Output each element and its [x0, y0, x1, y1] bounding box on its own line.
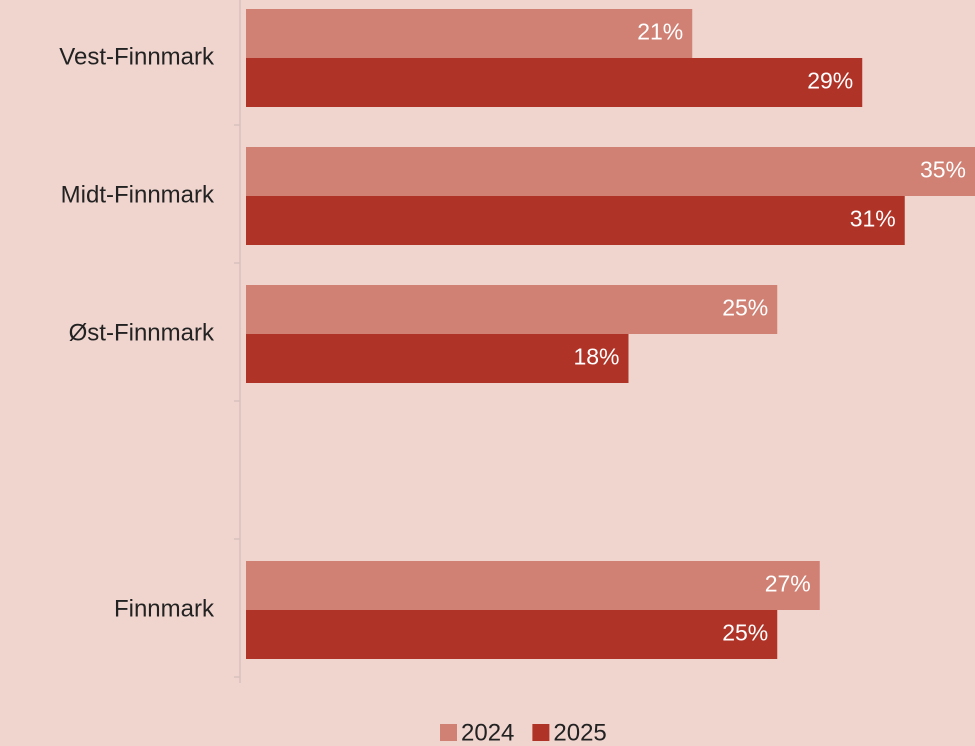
- value-label: 29%: [807, 68, 853, 94]
- bar: [246, 58, 863, 107]
- value-label: 21%: [637, 19, 683, 45]
- legend-swatch: [532, 724, 550, 741]
- category-label: Finnmark: [114, 595, 215, 622]
- value-label: 25%: [722, 620, 768, 646]
- category-label: Vest-Finnmark: [59, 43, 215, 70]
- bar: [246, 147, 975, 196]
- value-label: 25%: [722, 295, 768, 321]
- value-label: 18%: [573, 344, 619, 370]
- bar: [246, 610, 778, 659]
- value-label: 31%: [850, 206, 896, 232]
- bar: [246, 285, 778, 334]
- legend-label: 2025: [553, 719, 606, 746]
- bar: [246, 334, 629, 383]
- legend-swatch: [440, 724, 457, 741]
- bar: [246, 9, 693, 58]
- category-label: Øst-Finnmark: [69, 319, 215, 346]
- value-label: 27%: [765, 571, 811, 597]
- bar: [246, 561, 820, 610]
- legend-label: 2024: [461, 719, 514, 746]
- category-label: Midt-Finnmark: [61, 181, 215, 208]
- bar: [246, 196, 905, 245]
- value-label: 35%: [920, 157, 966, 183]
